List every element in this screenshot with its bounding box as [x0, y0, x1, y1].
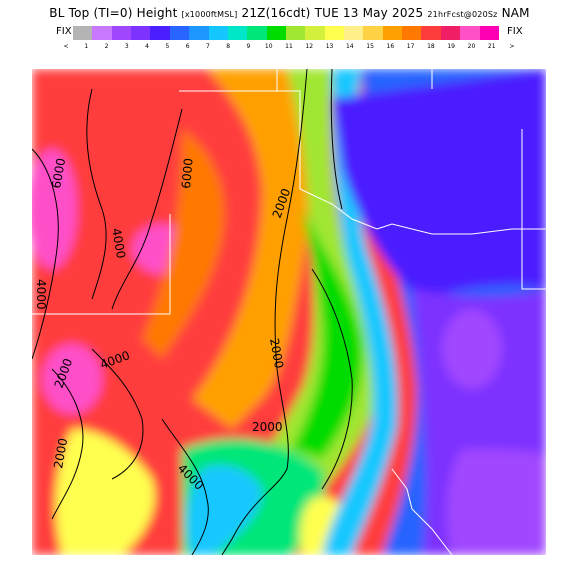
legend-tick-label: 16 — [386, 43, 395, 50]
legend-swatch — [460, 26, 480, 40]
height-contours — [32, 69, 353, 555]
contour-label: 4000 — [34, 279, 48, 310]
legend-tick-label: < — [63, 43, 69, 50]
legend-swatch — [402, 26, 422, 40]
legend-swatch — [285, 26, 306, 40]
legend-tick-label: 17 — [406, 43, 415, 50]
legend-swatch — [227, 26, 248, 40]
legend-swatch — [479, 26, 499, 40]
legend-tick-label: 1 — [84, 43, 89, 50]
legend-ticks: <1 2 3 4 5 6 7 8 9 10 11 12 13 14 15 16 17 18 19 20 21 > — [63, 43, 515, 53]
chart-title: BL Top (TI=0) Height [x1000ftMSL] 21Z(16… — [0, 6, 579, 20]
legend-tick-label: 4 — [145, 43, 149, 50]
legend-swatch — [150, 26, 170, 40]
legend-tick-label: 8 — [226, 43, 231, 50]
contour-label: 2000 — [51, 437, 70, 470]
legend-tick-label: 12 — [305, 43, 314, 50]
legend-tick-label: 9 — [246, 43, 251, 50]
legend-tick-label: 19 — [447, 43, 455, 50]
legend-tick-label: 21 — [487, 43, 496, 50]
legend-swatch — [382, 26, 403, 40]
legend-swatch — [73, 26, 93, 40]
contour-label: 6000 — [49, 157, 68, 190]
state-borders — [32, 69, 546, 555]
contour-label: 4000 — [109, 227, 128, 260]
legend-swatch — [189, 26, 209, 40]
legend-swatch — [266, 26, 286, 40]
legend-tick-label: 2 — [104, 43, 109, 50]
legend-tick-label: 20 — [467, 43, 476, 50]
legend-tick-label: 10 — [264, 43, 273, 50]
legend-tick-label: 13 — [325, 43, 334, 50]
title-valid: 21Z(16cdt) TUE 13 May 2025 — [241, 6, 424, 20]
legend-swatch — [305, 26, 325, 40]
legend-swatch — [421, 26, 441, 40]
legend-tick-label: 15 — [366, 43, 374, 50]
legend-swatch — [92, 26, 112, 40]
title-model: NAM — [501, 6, 530, 20]
legend-swatch — [324, 26, 345, 40]
legend-swatch — [169, 26, 190, 40]
legend-swatch — [247, 26, 267, 40]
contour-label: 2000 — [252, 420, 283, 434]
legend-tick-label: 5 — [165, 43, 170, 50]
legend-tick-label: 14 — [345, 43, 354, 50]
color-legend — [73, 26, 499, 40]
fix-left-label: FIX — [56, 26, 72, 37]
contour-label: 2000 — [267, 337, 286, 370]
title-units: [x1000ftMSL] — [181, 10, 238, 19]
legend-swatch — [208, 26, 228, 40]
legend-tick-label: 6 — [185, 43, 190, 50]
forecast-map: 6000 4000 6000 4000 2000 2000 2000 4000 … — [32, 69, 546, 555]
legend-tick-label: 3 — [124, 43, 129, 50]
legend-swatch — [111, 26, 132, 40]
legend-tick-label: > — [509, 43, 515, 50]
legend-swatch — [344, 26, 364, 40]
legend-tick-label: 18 — [427, 43, 435, 50]
legend-tick-label: 7 — [205, 43, 210, 50]
fix-right-label: FIX — [507, 26, 523, 37]
legend-swatch — [131, 26, 151, 40]
contour-label: 6000 — [179, 158, 196, 190]
legend-tick-label: 11 — [285, 43, 293, 50]
legend-swatch — [440, 26, 461, 40]
map-color-fill — [32, 69, 546, 555]
title-main: BL Top (TI=0) Height — [49, 6, 178, 20]
legend-swatch — [363, 26, 383, 40]
title-forecast: 21hrFcst@020Sz — [427, 10, 498, 19]
